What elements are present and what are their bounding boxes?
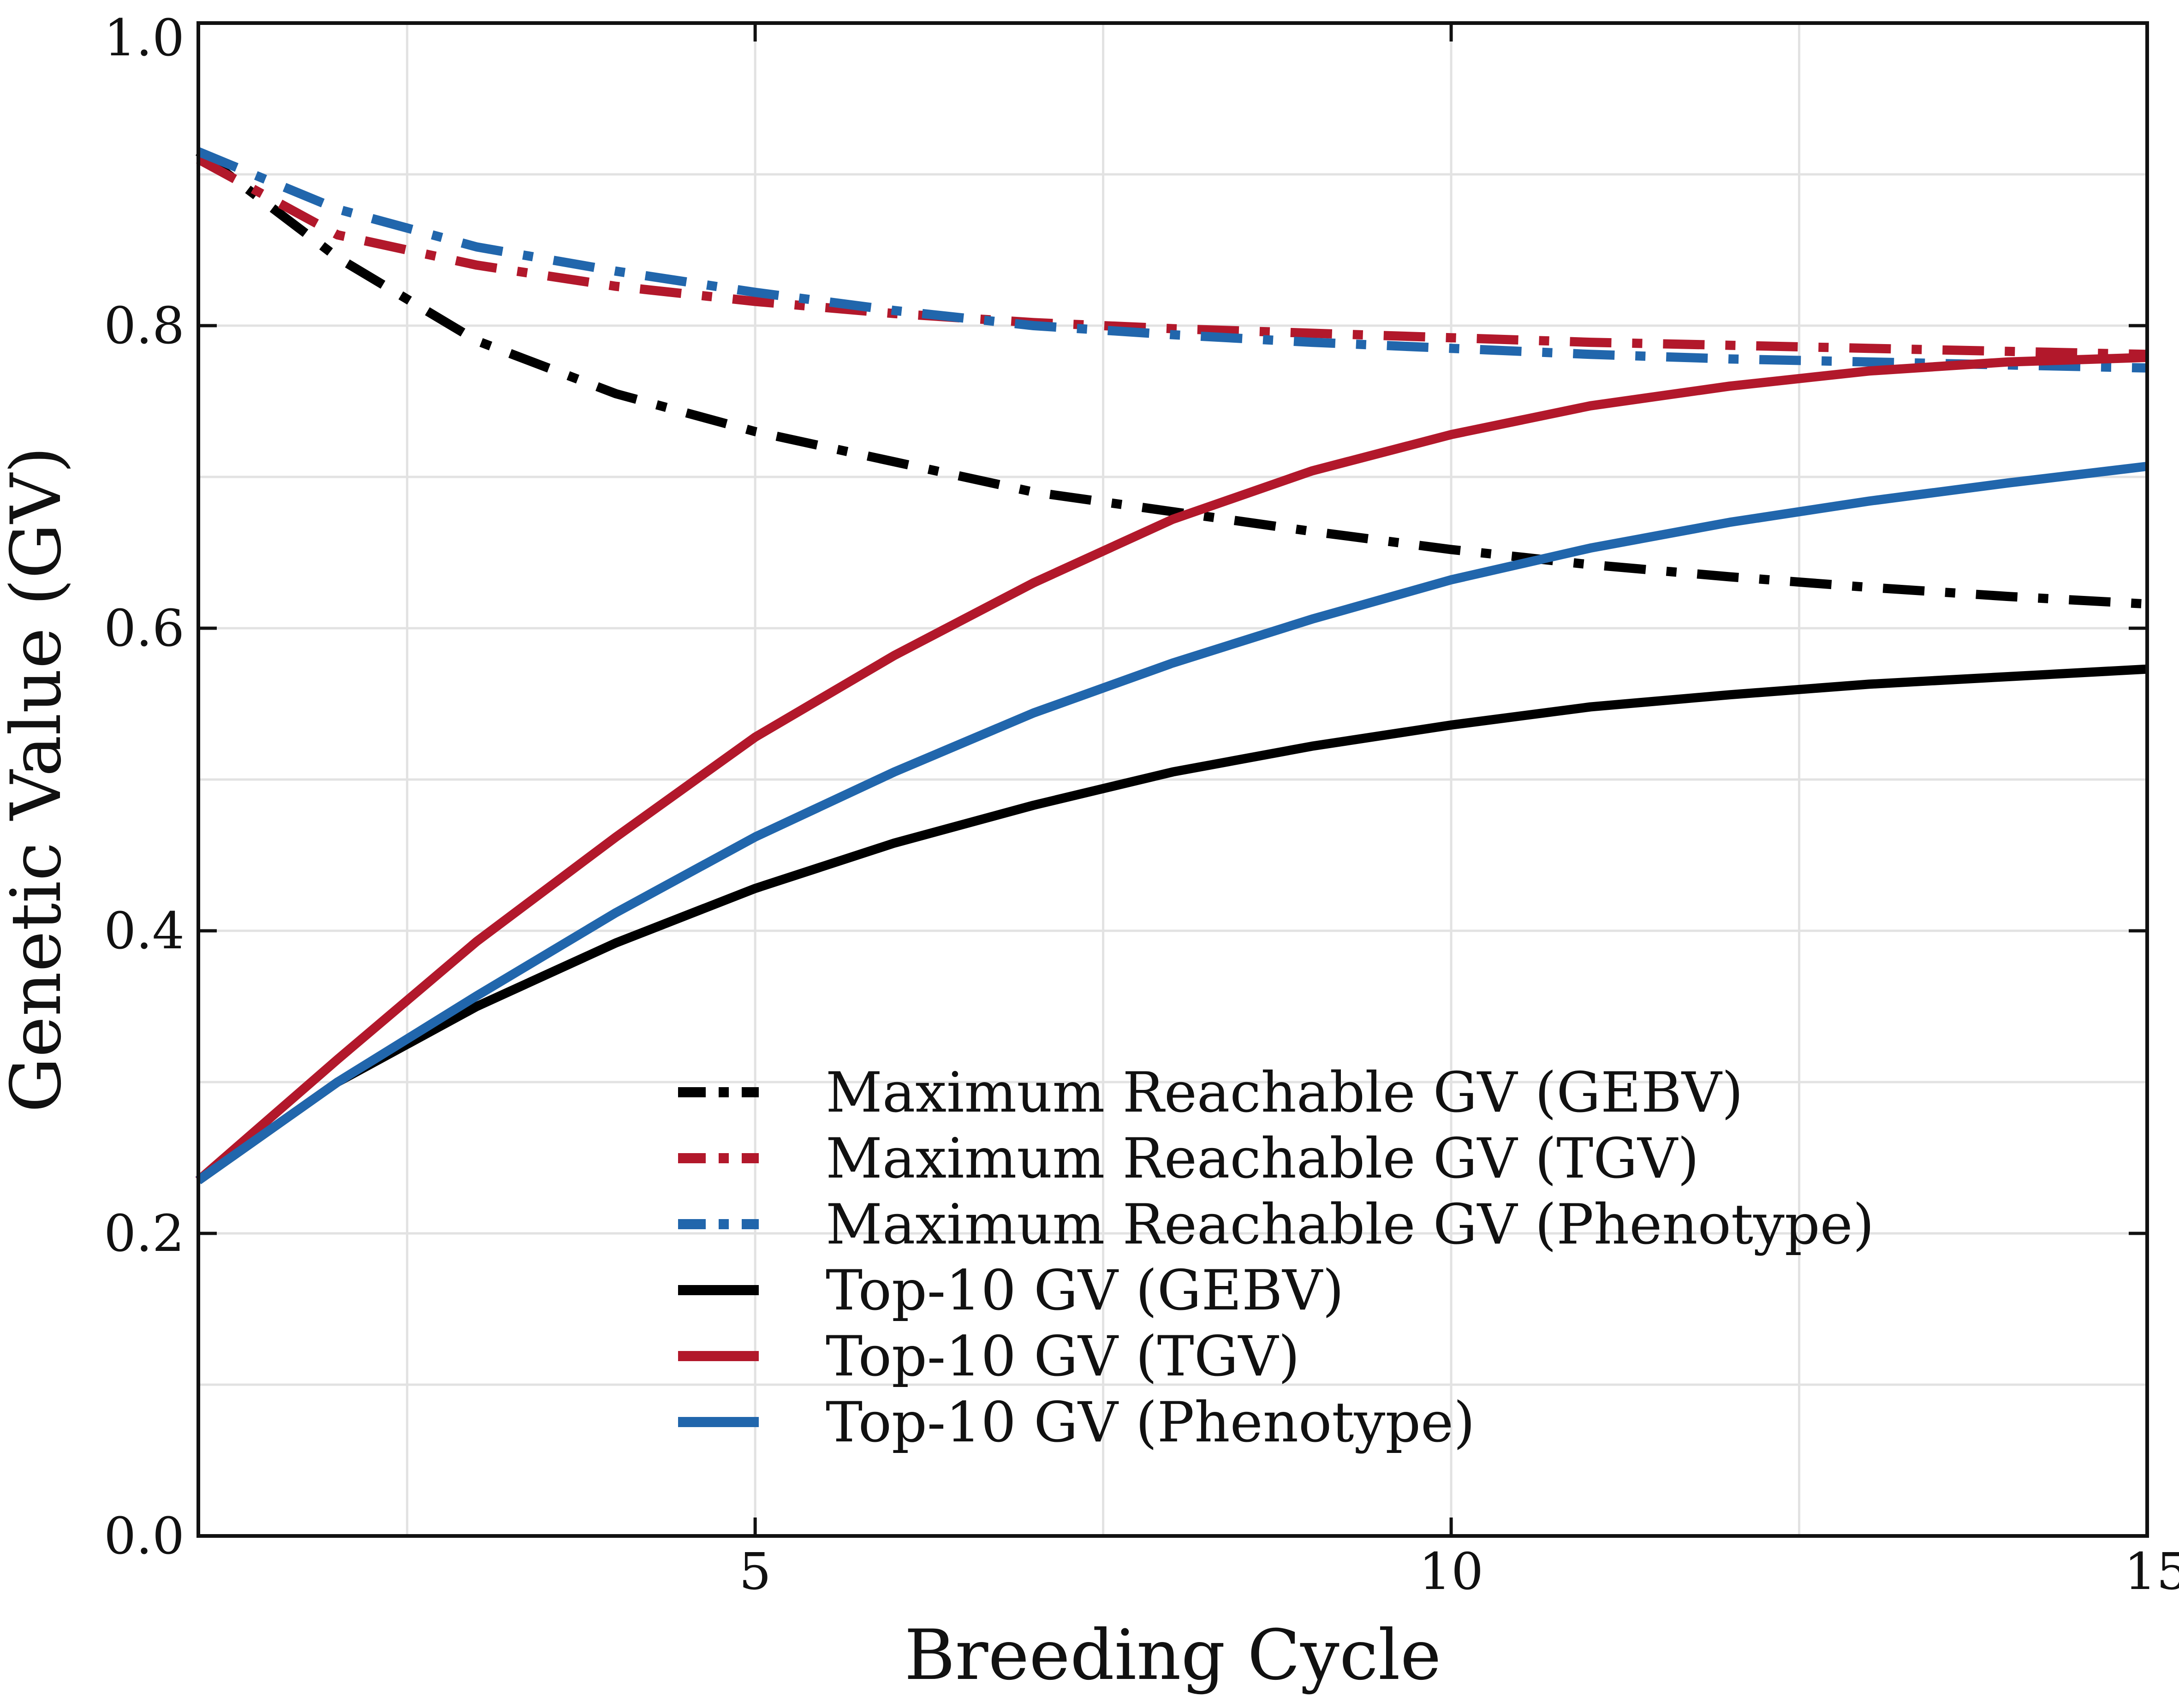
x-tick-label: 15 <box>2124 1542 2179 1601</box>
y-tick-label: 0.4 <box>104 901 185 960</box>
series-line-6 <box>196 462 2148 1184</box>
series-line-5 <box>195 352 2148 1184</box>
plot-frame <box>196 21 2149 1538</box>
series-line-1 <box>195 148 2148 609</box>
plot-lines <box>195 147 2148 1184</box>
legend-label: Maximum Reachable GV (Phenotype) <box>826 1193 1875 1257</box>
legend: Maximum Reachable GV (GEBV)Maximum Reach… <box>678 1061 1875 1455</box>
x-axis-label: Breeding Cycle <box>904 1615 1441 1696</box>
legend-label: Top-10 GV (Phenotype) <box>826 1391 1475 1455</box>
legend-label: Top-10 GV (GEBV) <box>826 1259 1344 1323</box>
legend-label: Maximum Reachable GV (TGV) <box>826 1127 1699 1191</box>
series-line-4 <box>196 664 2148 1184</box>
series-line-3 <box>196 147 2148 373</box>
y-tick-label: 0.0 <box>104 1506 185 1565</box>
legend-label: Maximum Reachable GV (GEBV) <box>826 1061 1743 1125</box>
y-tick-label: 0.2 <box>104 1204 185 1263</box>
y-tick-label: 1.0 <box>104 8 185 67</box>
y-axis-label: Genetic Value (GV) <box>0 446 77 1113</box>
series-line-2 <box>196 155 2148 359</box>
y-tick-label: 0.8 <box>104 296 185 355</box>
x-tick-label: 5 <box>739 1542 771 1601</box>
x-tick-label: 10 <box>1419 1542 1483 1601</box>
y-tick-label: 0.6 <box>104 599 185 658</box>
legend-label: Top-10 GV (TGV) <box>826 1325 1300 1389</box>
axis-ticks: 5 10 15 0.0 0.2 0.4 0.6 0.8 1.0 <box>104 8 2179 1601</box>
